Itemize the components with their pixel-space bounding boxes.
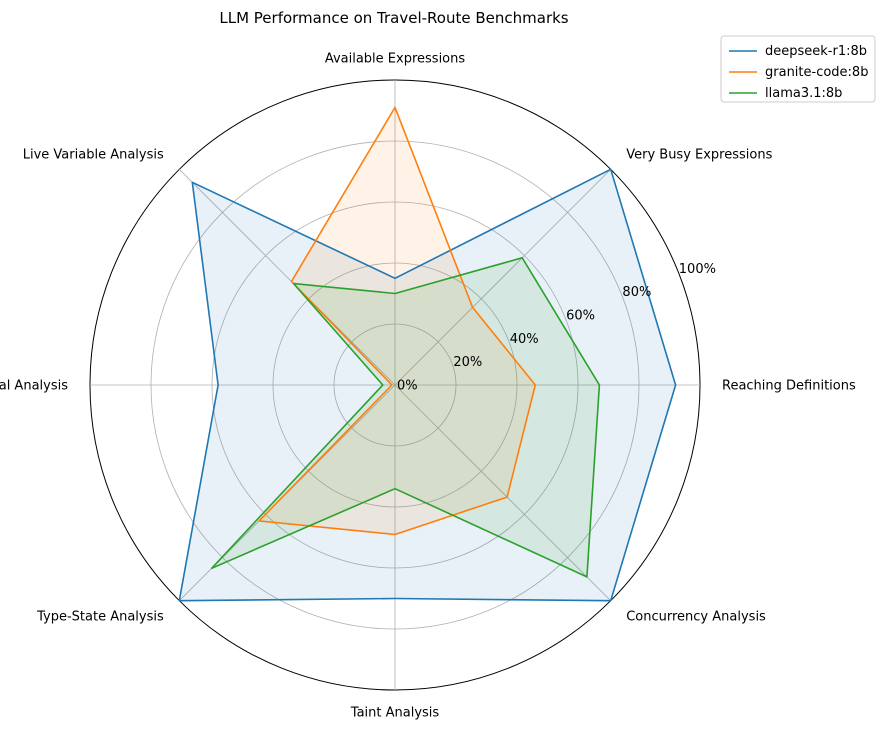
category-label: Available Expressions: [325, 52, 466, 67]
legend-label: deepseek-r1:8b: [765, 44, 867, 59]
category-label: Very Busy Expressions: [626, 147, 772, 162]
legend: deepseek-r1:8b granite-code:8b llama3.1:8b: [720, 35, 876, 103]
series-area-2: [211, 257, 600, 577]
legend-label: llama3.1:8b: [765, 86, 842, 101]
category-label: Concurrency Analysis: [626, 610, 766, 625]
series-area-1: [259, 107, 536, 535]
series-line-1: [258, 106, 537, 536]
grid-spoke: [394, 384, 611, 601]
chart-title: LLM Performance on Travel-Route Benchmar…: [219, 9, 568, 27]
radial-tick-labels: 0% 20% 40% 60% 80% 100%: [397, 262, 716, 394]
series-line-0: [178, 168, 677, 602]
series-line-2: [210, 256, 601, 578]
grid-spoke: [179, 169, 396, 386]
category-label: Interval Analysis: [0, 379, 68, 394]
series-areas: [179, 107, 676, 601]
series-area-0: [179, 169, 676, 601]
radial-tick-label: 40%: [510, 332, 539, 347]
category-label: Live Variable Analysis: [23, 147, 164, 162]
radial-tick-label: 20%: [453, 355, 482, 370]
category-label: Taint Analysis: [350, 706, 440, 721]
legend-label: granite-code:8b: [765, 65, 868, 80]
radial-tick-label: 100%: [679, 262, 716, 277]
category-label: Reaching Definitions: [722, 379, 856, 394]
grid-spoke: [394, 169, 611, 386]
series-lines: [178, 106, 677, 602]
radial-tick-label: 0%: [397, 379, 418, 394]
legend-box: [720, 35, 876, 103]
category-label: Type-State Analysis: [36, 610, 164, 625]
radial-tick-label: 80%: [622, 285, 651, 300]
category-labels: Reaching Definitions Very Busy Expression…: [0, 52, 856, 721]
radial-tick-label: 60%: [566, 308, 595, 323]
